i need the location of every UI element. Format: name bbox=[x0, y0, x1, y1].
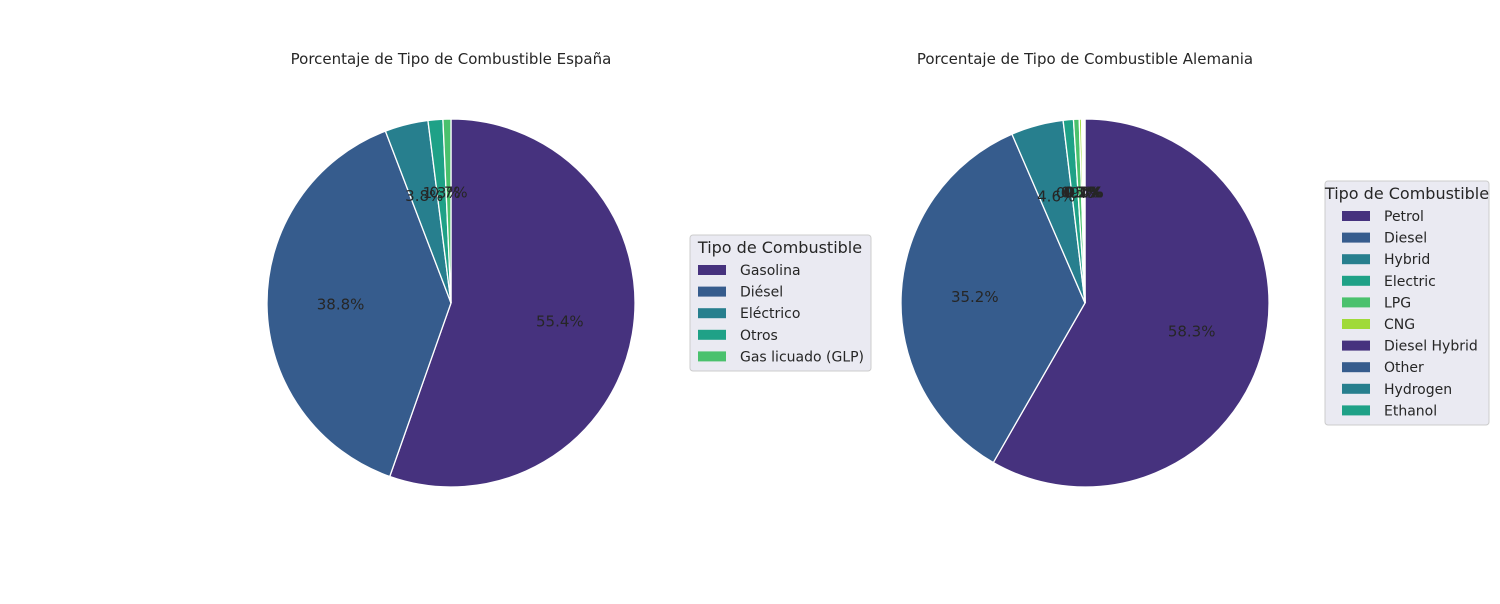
chart-title-spain: Porcentaje de Tipo de Combustible España bbox=[291, 50, 612, 68]
pie-slice-petrol bbox=[992, 118, 1270, 488]
legend-label-ethanol: Ethanol bbox=[1384, 403, 1437, 419]
legend-label-diesel-hybrid: Diesel Hybrid bbox=[1384, 339, 1478, 355]
legend-swatch-electric bbox=[1342, 275, 1370, 286]
legend-swatch-otros bbox=[698, 329, 726, 340]
legend-items-spain: Gasolina Diésel Eléctrico Otros Gas licuado … bbox=[698, 263, 864, 365]
pie-slice-ethanol bbox=[1083, 118, 1086, 304]
chart-title-germany: Porcentaje de Tipo de Combustible Aleman… bbox=[917, 50, 1253, 68]
pct-label-diesel-hybrid: 0.1% bbox=[1064, 184, 1102, 202]
legend-spain: Tipo de Combustible Gasolina Diésel Eléctr… bbox=[689, 234, 872, 372]
pie-slice-diesel bbox=[900, 133, 1086, 464]
pct-label-hydrogen: 0.0% bbox=[1065, 184, 1103, 202]
legend-label-di-sel: Diésel bbox=[740, 285, 783, 301]
pie-slice-gas-licuado-glp bbox=[442, 118, 452, 304]
pct-label-ethanol: 0.0% bbox=[1066, 184, 1104, 202]
pie-labels-germany: 58.3%35.2%4.6%0.9%0.5%0.2%0.1%0.1%0.0%0.… bbox=[951, 184, 1216, 341]
pie-slice-di-sel bbox=[266, 130, 452, 478]
pct-label-gasolina: 55.4% bbox=[536, 313, 584, 331]
legend-swatch-hybrid bbox=[1342, 254, 1370, 265]
legend-label-electric: Electric bbox=[1384, 274, 1436, 290]
pct-label-electric: 0.9% bbox=[1056, 184, 1094, 202]
legend-title: Tipo de Combustible bbox=[697, 238, 862, 257]
legend-items-germany: Petrol Diesel Hybrid Electric LPG CNG Diesel H… bbox=[1342, 209, 1478, 419]
pct-label-cng: 0.2% bbox=[1063, 184, 1101, 202]
legend-label-gasolina: Gasolina bbox=[740, 263, 801, 279]
legend-swatch-diesel-hybrid bbox=[1342, 340, 1370, 351]
legend-swatch-diesel bbox=[1342, 232, 1370, 243]
legend-label-other: Other bbox=[1384, 360, 1424, 376]
legend-title: Tipo de Combustible bbox=[1324, 184, 1489, 203]
legend-label-el-ctrico: Eléctrico bbox=[740, 306, 800, 322]
legend-label-petrol: Petrol bbox=[1384, 209, 1424, 225]
pie-chart-germany: Porcentaje de Tipo de Combustible Aleman… bbox=[900, 50, 1490, 488]
legend-swatch-di-sel bbox=[698, 286, 726, 297]
pie-slices-germany bbox=[900, 118, 1270, 488]
legend-swatch-el-ctrico bbox=[698, 308, 726, 319]
legend-swatch-gasolina bbox=[698, 265, 726, 275]
legend-swatch-cng bbox=[1342, 319, 1370, 329]
legend-swatch-hydrogen bbox=[1342, 383, 1370, 394]
pct-label-other: 0.1% bbox=[1065, 184, 1103, 202]
legend-label-gas-licuado-glp: Gas licuado (GLP) bbox=[740, 349, 864, 365]
pct-label-hybrid: 4.6% bbox=[1037, 187, 1075, 205]
legend-swatch-gas-licuado-glp bbox=[698, 351, 726, 362]
legend-swatch-ethanol bbox=[1342, 405, 1370, 416]
pct-label-di-sel: 38.8% bbox=[317, 295, 365, 313]
pct-label-diesel: 35.2% bbox=[951, 288, 999, 306]
legend-label-diesel: Diesel bbox=[1384, 231, 1427, 247]
legend-swatch-petrol bbox=[1342, 211, 1370, 221]
legend-label-hybrid: Hybrid bbox=[1384, 252, 1430, 268]
legend-swatch-other bbox=[1342, 362, 1370, 373]
pie-slices-spain bbox=[266, 118, 636, 488]
legend-germany: Tipo de Combustible Petrol Diesel Hybrid El… bbox=[1324, 180, 1490, 426]
legend-label-lpg: LPG bbox=[1384, 295, 1411, 311]
pct-label-petrol: 58.3% bbox=[1168, 322, 1216, 340]
pct-label-el-ctrico: 3.8% bbox=[405, 187, 443, 205]
pie-labels-spain: 55.4% 38.8% 3.8%1.3%0.7% bbox=[317, 184, 584, 331]
legend-label-otros: Otros bbox=[740, 328, 778, 344]
legend-frame bbox=[689, 234, 872, 372]
pct-label-lpg: 0.5% bbox=[1061, 184, 1099, 202]
legend-label-hydrogen: Hydrogen bbox=[1384, 382, 1452, 398]
pie-chart-spain: Porcentaje de Tipo de Combustible España… bbox=[266, 50, 872, 488]
legend-swatch-lpg bbox=[1342, 297, 1370, 308]
legend-label-cng: CNG bbox=[1384, 317, 1415, 333]
pct-label-gas-licuado-glp: 0.7% bbox=[430, 184, 468, 202]
pct-label-otros: 1.3% bbox=[423, 184, 461, 202]
